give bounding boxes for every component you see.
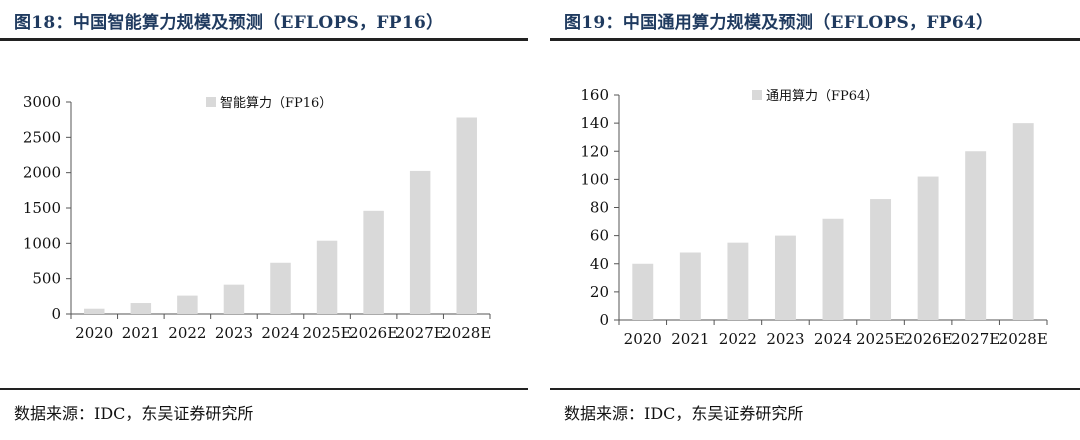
y-tick-label: 100 <box>580 170 609 188</box>
bar <box>774 235 796 320</box>
bar <box>917 176 939 320</box>
x-tick-label: 2027E <box>396 324 445 342</box>
figure-18-panel: 图18：中国智能算力规模及预测（EFLOPS，FP16） 0 500 1000 150… <box>0 0 528 440</box>
y-tick-label: 500 <box>32 270 61 288</box>
bar <box>316 240 338 314</box>
title-rule <box>550 38 1080 41</box>
x-tick-label: 2022 <box>168 324 206 342</box>
bar <box>363 210 384 314</box>
x-tick-label: 2023 <box>766 330 804 348</box>
x-tick-label: 2020 <box>624 330 662 348</box>
bar <box>456 117 477 314</box>
y-tick-label: 3000 <box>23 93 61 111</box>
x-tick-label: 2025E <box>856 330 905 348</box>
source-note: 数据来源：IDC，东吴证券研究所 <box>564 404 804 423</box>
y-tick-label: 0 <box>51 305 61 323</box>
bar <box>727 242 749 320</box>
legend-swatch <box>206 97 216 107</box>
general-compute-bar-chart: 0 20 40 60 80 100 120 140 160 2020 2021 2022 2023 202… <box>580 86 1048 348</box>
y-tick-label: 2500 <box>23 128 61 146</box>
title-rule <box>0 38 528 41</box>
x-tick-label: 2026E <box>904 330 953 348</box>
bar <box>223 284 245 314</box>
x-tick-label: 2025E <box>302 324 351 342</box>
bar <box>130 303 152 314</box>
bar <box>870 199 892 320</box>
figure-title: 图18：中国智能算力规模及预测（EFLOPS，FP16） <box>14 13 444 33</box>
bar <box>270 262 291 314</box>
x-tick-label: 2020 <box>75 324 113 342</box>
y-tick-label: 120 <box>580 142 609 160</box>
y-tick-label: 160 <box>580 86 609 104</box>
y-tick-label: 40 <box>590 255 609 273</box>
bar <box>822 218 844 320</box>
bar <box>84 308 105 314</box>
figure-title: 图19：中国通用算力规模及预测（EFLOPS，FP64） <box>564 13 994 33</box>
legend-label: 通用算力（FP64） <box>766 89 878 104</box>
x-tick-label: 2026E <box>349 324 398 342</box>
source-rule <box>550 388 1080 390</box>
x-tick-label: 2024 <box>814 330 852 348</box>
x-tick-label: 2023 <box>215 324 253 342</box>
y-tick-label: 1500 <box>23 199 61 217</box>
bar <box>965 151 987 320</box>
x-tick-label: 2021 <box>671 330 709 348</box>
y-tick-label: 1000 <box>23 234 61 252</box>
y-tick-label: 80 <box>590 199 609 217</box>
bar <box>409 170 431 314</box>
intelligent-compute-bar-chart: 0 500 1000 1500 2000 2500 3000 2020 2021 2022 2023… <box>23 93 491 342</box>
bar <box>679 252 701 320</box>
x-tick-label: 2027E <box>951 330 1000 348</box>
y-tick-label: 140 <box>580 114 609 132</box>
y-tick-label: 60 <box>590 227 609 245</box>
y-tick-label: 0 <box>599 311 609 329</box>
x-tick-label: 2028E <box>442 324 491 342</box>
x-tick-label: 2024 <box>261 324 299 342</box>
figure-19-panel: 图19：中国通用算力规模及预测（EFLOPS，FP64） 0 20 40 60 80 10… <box>550 0 1080 440</box>
y-tick-label: 20 <box>590 283 609 301</box>
source-rule <box>0 388 528 390</box>
bar <box>1012 123 1034 320</box>
y-tick-label: 2000 <box>23 164 61 182</box>
x-tick-label: 2022 <box>719 330 757 348</box>
x-tick-label: 2021 <box>122 324 160 342</box>
x-tick-label: 2028E <box>999 330 1048 348</box>
source-note: 数据来源：IDC，东吴证券研究所 <box>14 404 254 423</box>
bar <box>632 263 654 320</box>
legend-swatch <box>752 90 762 100</box>
legend-label: 智能算力（FP16） <box>220 96 332 111</box>
bar <box>177 295 198 314</box>
